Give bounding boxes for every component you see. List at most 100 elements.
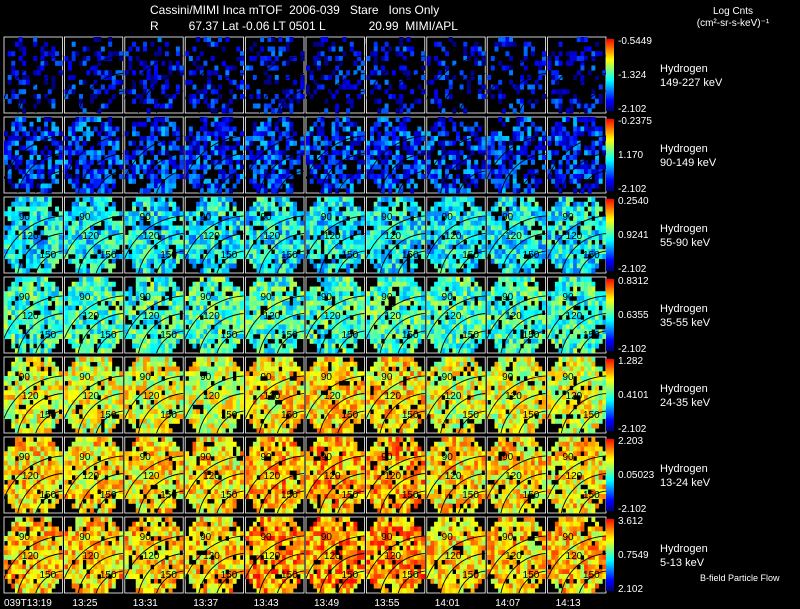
heat-cell bbox=[441, 206, 446, 212]
heat-cell bbox=[104, 174, 109, 180]
heat-cell bbox=[456, 230, 460, 236]
heat-cell bbox=[40, 56, 45, 62]
heat-cell bbox=[426, 169, 431, 175]
heat-cell bbox=[146, 211, 151, 217]
heat-cell bbox=[527, 201, 532, 207]
heat-cell bbox=[14, 131, 19, 137]
heat-cell bbox=[338, 46, 343, 52]
heat-cell bbox=[245, 239, 250, 245]
heat-cell bbox=[132, 334, 137, 340]
heat-cell bbox=[168, 268, 173, 274]
heat-cell bbox=[4, 324, 8, 330]
heat-cell bbox=[602, 220, 607, 226]
heat-cell bbox=[477, 225, 482, 231]
heat-cell bbox=[263, 145, 268, 151]
heat-cell bbox=[22, 206, 27, 212]
heat-cell bbox=[68, 126, 72, 132]
heat-cell bbox=[40, 60, 45, 66]
heat-cell bbox=[437, 254, 442, 260]
heat-cell bbox=[591, 65, 596, 71]
heat-cell bbox=[538, 145, 543, 151]
heat-cell bbox=[97, 155, 102, 161]
heat-cell bbox=[509, 150, 514, 156]
heat-cell bbox=[236, 155, 241, 161]
heat-cell bbox=[534, 126, 539, 132]
heat-cell bbox=[214, 263, 219, 269]
heat-cell bbox=[245, 140, 250, 146]
heat-cell bbox=[36, 286, 41, 292]
heat-cell bbox=[406, 131, 411, 137]
heat-cell bbox=[421, 235, 426, 241]
heat-cell bbox=[285, 230, 290, 236]
heat-cell bbox=[335, 183, 340, 189]
heat-cell bbox=[7, 239, 12, 245]
heat-cell bbox=[25, 286, 30, 292]
heat-cell bbox=[531, 239, 535, 245]
heat-cell bbox=[89, 84, 94, 90]
contour-label: 150 bbox=[583, 250, 600, 261]
heat-cell bbox=[154, 239, 158, 245]
heat-cell bbox=[192, 140, 197, 146]
heat-cell bbox=[236, 56, 241, 62]
heat-cell bbox=[509, 220, 514, 226]
heat-cell bbox=[150, 41, 155, 47]
heat-cell bbox=[25, 174, 30, 180]
heat-cell bbox=[282, 211, 287, 217]
heat-cell bbox=[115, 126, 120, 132]
heat-cell bbox=[474, 258, 479, 264]
heat-cell bbox=[399, 197, 404, 203]
heat-cell bbox=[324, 188, 329, 194]
heat-cell bbox=[64, 164, 69, 170]
heat-cell bbox=[452, 41, 457, 47]
heat-cell bbox=[417, 136, 422, 142]
heat-cell bbox=[516, 254, 521, 260]
heat-cell bbox=[108, 268, 113, 274]
heat-cell bbox=[68, 305, 72, 311]
heat-cell bbox=[256, 268, 261, 274]
heat-cell bbox=[143, 286, 147, 292]
heat-cell bbox=[75, 324, 80, 330]
heat-cell bbox=[175, 211, 180, 217]
heat-cell bbox=[587, 206, 592, 212]
heat-cell bbox=[346, 70, 351, 76]
heat-cell bbox=[40, 150, 45, 156]
heat-cell bbox=[562, 140, 567, 146]
heat-cell bbox=[421, 225, 426, 231]
heat-cell bbox=[256, 263, 261, 269]
heat-cell bbox=[335, 244, 340, 250]
heat-cell bbox=[89, 315, 94, 321]
heat-cell bbox=[51, 310, 56, 316]
heat-cell bbox=[267, 75, 272, 81]
heat-cell bbox=[249, 230, 254, 236]
heat-cell bbox=[82, 108, 87, 114]
heat-cell bbox=[97, 258, 102, 264]
heat-cell bbox=[490, 249, 495, 255]
heat-cell bbox=[256, 136, 261, 142]
heat-cell bbox=[75, 206, 80, 212]
contour-line bbox=[245, 135, 305, 180]
heat-cell bbox=[100, 300, 105, 306]
heat-cell bbox=[406, 174, 411, 180]
heat-cell bbox=[256, 126, 261, 132]
heat-cell bbox=[7, 169, 12, 175]
heat-cell bbox=[331, 41, 336, 47]
heat-cell bbox=[86, 46, 91, 52]
heat-cell bbox=[97, 206, 102, 212]
heat-cell bbox=[100, 140, 105, 146]
heat-cell bbox=[150, 98, 155, 104]
heat-cell bbox=[388, 140, 393, 146]
heat-cell bbox=[320, 225, 325, 231]
heat-cell bbox=[357, 56, 362, 62]
heat-cell bbox=[551, 225, 556, 231]
heat-cell bbox=[256, 89, 261, 95]
heat-cell bbox=[576, 263, 581, 269]
heat-cell bbox=[146, 108, 151, 114]
heat-cell bbox=[410, 136, 415, 142]
heat-cell bbox=[97, 268, 102, 274]
heat-cell bbox=[86, 126, 91, 132]
heat-cell bbox=[161, 75, 166, 81]
heat-cell bbox=[569, 254, 574, 260]
heat-cell bbox=[377, 136, 382, 142]
heat-cell bbox=[4, 155, 8, 161]
heat-cell bbox=[18, 315, 23, 321]
